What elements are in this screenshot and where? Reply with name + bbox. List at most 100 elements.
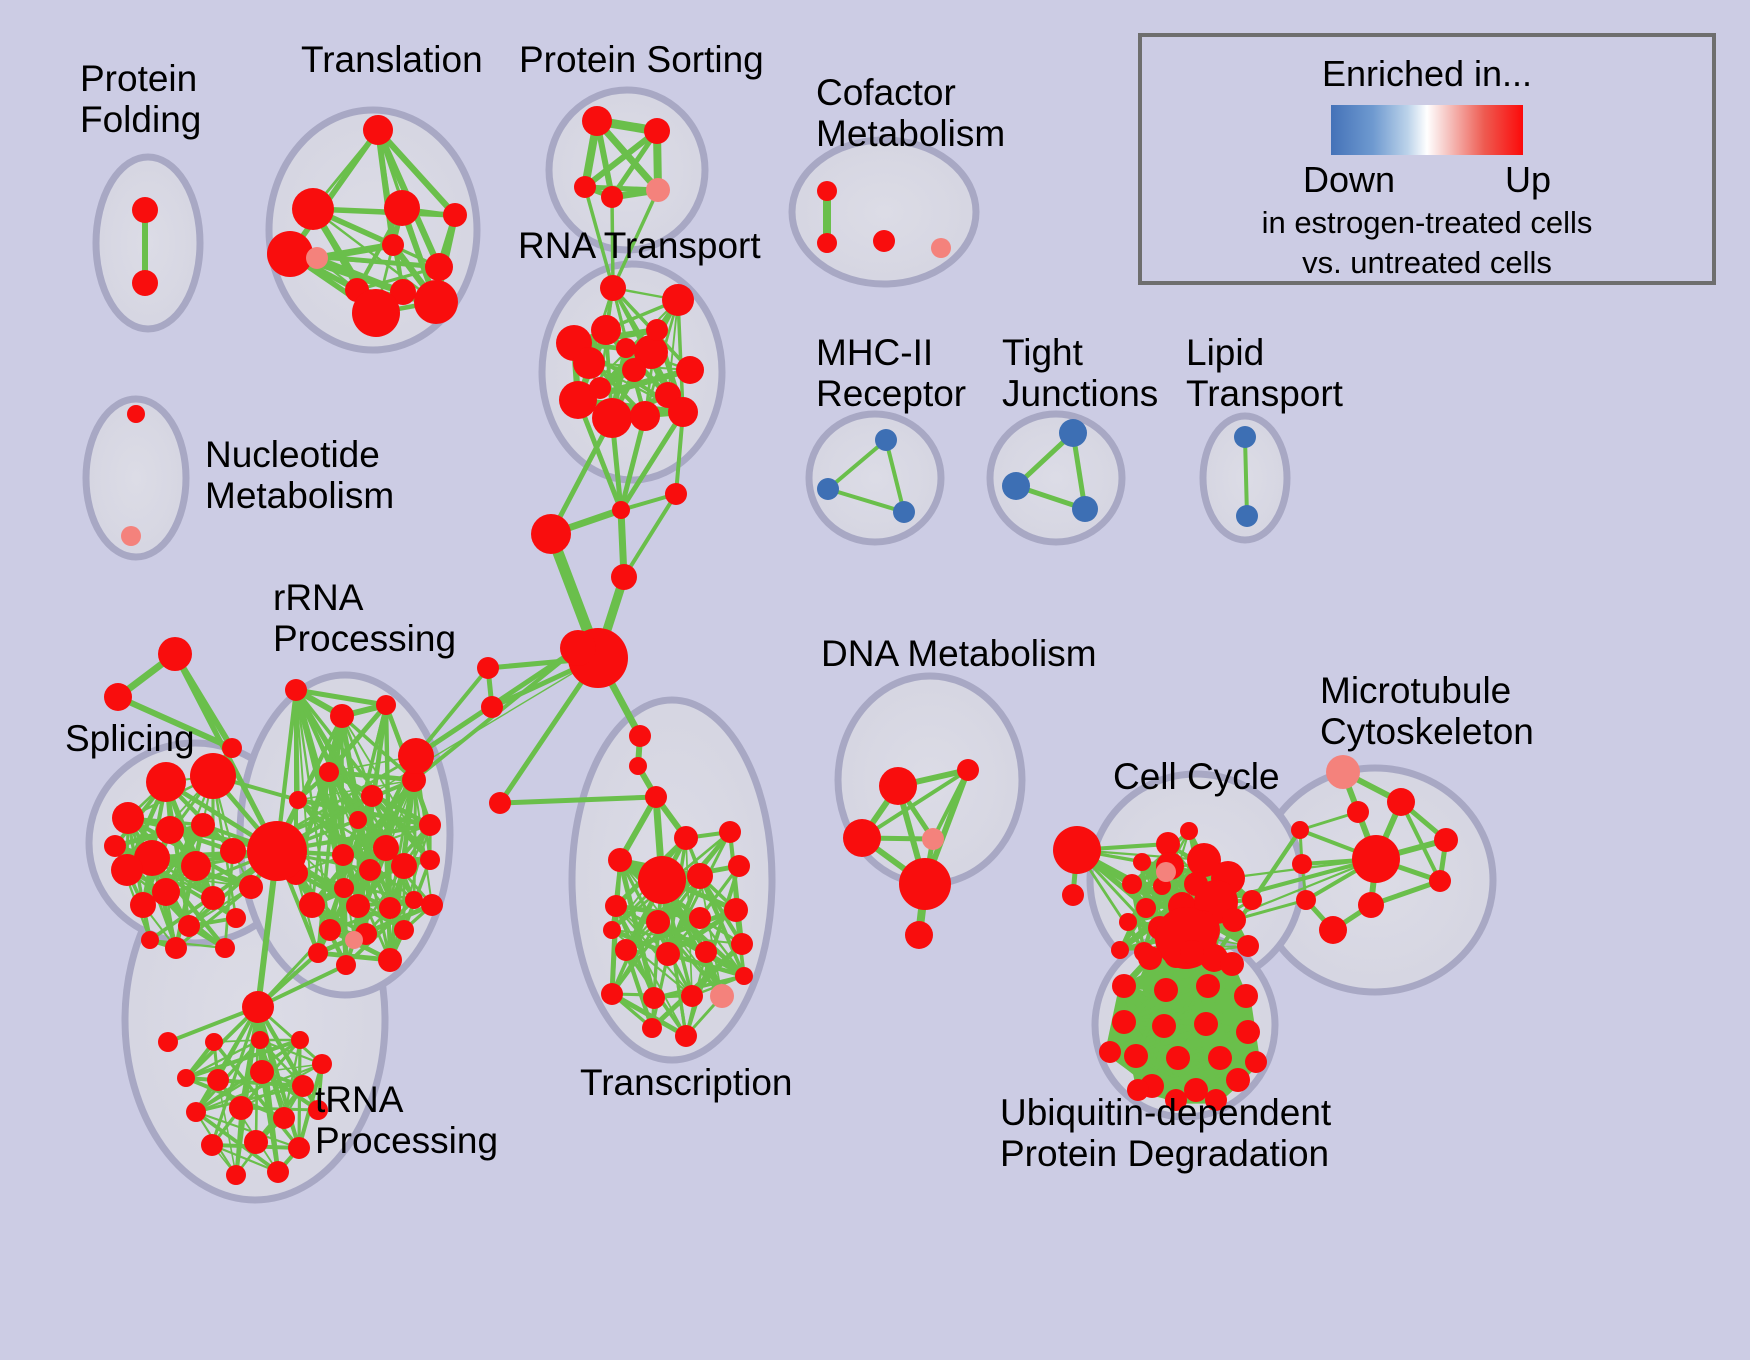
network-node [121,526,141,546]
network-node [378,948,402,972]
network-node [382,234,404,256]
network-node [419,814,441,836]
network-node [1352,835,1400,883]
network-node [244,1130,268,1154]
network-node [612,501,630,519]
network-node [332,844,354,866]
network-node [146,762,186,802]
network-node [220,838,246,864]
network-node [267,1161,289,1183]
network-node [394,920,414,940]
network-node [646,178,670,202]
network-node [573,347,605,379]
network-node [724,898,748,922]
cluster-label-rna-transport: RNA Transport [518,225,761,266]
network-node [600,275,626,301]
legend-title: Enriched in... [1321,53,1533,94]
network-node [421,894,443,916]
network-node [1245,1051,1267,1073]
network-node [405,891,423,909]
network-node [560,630,596,666]
cluster-label-protein-sorting: Protein Sorting [519,39,764,80]
network-node [1002,472,1030,500]
network-node [288,1137,310,1159]
network-node [391,853,417,879]
network-node [215,938,235,958]
network-node [152,878,180,906]
network-node [292,1075,314,1097]
network-node [299,892,325,918]
cluster-label-cell-cycle: Cell Cycle [1113,756,1280,797]
network-node [603,921,621,939]
network-node [1226,1068,1250,1092]
network-node [201,1134,223,1156]
network-node [345,931,363,949]
network-node [414,280,458,324]
network-node [1236,505,1258,527]
cluster-label-lipid-transport: Lipid Transport [1186,332,1343,415]
network-node [207,1069,229,1091]
cluster-label-cofactor-metab: Cofactor Metabolism [816,72,1006,155]
cluster-label-translation: Translation [301,39,483,80]
network-node [156,816,184,844]
network-node [665,483,687,505]
network-node [181,851,211,881]
network-node [1111,941,1129,959]
network-node [251,1031,269,1049]
network-node [875,429,897,451]
network-node [379,897,401,919]
network-node [359,859,381,881]
network-node [165,937,187,959]
network-node [1124,1044,1148,1068]
network-node [376,695,396,715]
network-node [719,821,741,843]
network-node [710,984,734,1008]
legend-subtitle-line2: vs. untreated cells [1302,245,1552,281]
network-node [731,933,753,955]
network-node [922,828,944,850]
network-node [873,230,895,252]
network-node [1196,974,1220,998]
legend-down-label: Down [1303,159,1396,201]
network-node [443,203,467,227]
cluster-label-rrna-processing: rRNA Processing [273,577,457,660]
network-node [178,915,200,937]
network-node [1208,1046,1232,1070]
network-node [363,115,393,145]
network-node [330,704,354,728]
network-node [601,186,623,208]
network-node [1119,913,1137,931]
network-node [601,983,623,1005]
network-node [695,941,717,963]
network-node [239,875,263,899]
network-node [893,501,915,523]
cluster-cofactor-metabolism [788,136,980,288]
network-node [229,1096,253,1120]
network-node [646,319,668,341]
network-node [1429,870,1451,892]
network-node [615,939,637,961]
network-node [559,381,597,419]
network-node [104,683,132,711]
network-node [591,315,621,345]
network-node [1347,801,1369,823]
network-node [292,188,334,230]
network-node [630,401,660,431]
network-node [1166,1046,1190,1070]
cluster-label-protein-folding: Protein Folding [80,58,202,141]
color-scale-bar [1331,105,1523,156]
network-node [226,1165,246,1185]
network-node [605,895,627,917]
network-node [629,725,651,747]
network-node [1053,826,1101,874]
network-node [689,907,711,929]
network-node [111,854,143,886]
network-node [1122,874,1142,894]
network-node [1326,755,1360,789]
network-node [879,767,917,805]
network-node [1194,1012,1218,1036]
network-node [186,1102,206,1122]
network-node [489,792,511,814]
network-node [1136,898,1156,918]
